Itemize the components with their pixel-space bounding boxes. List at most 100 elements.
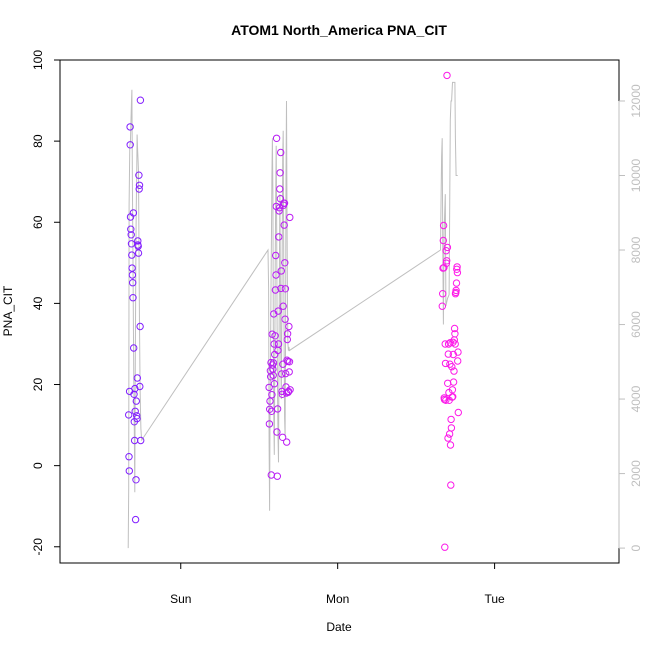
data-point xyxy=(441,359,450,368)
y-axis-label: PNA_CIT xyxy=(1,285,15,336)
data-point xyxy=(129,294,137,302)
data-point xyxy=(276,169,284,177)
data-point xyxy=(452,279,461,287)
data-point xyxy=(270,380,279,388)
data-point xyxy=(281,285,290,293)
data-point xyxy=(281,315,289,323)
data-point xyxy=(446,441,455,449)
data-point xyxy=(442,247,450,255)
secondary-y-tick-label: 6000 xyxy=(629,311,643,338)
data-point xyxy=(285,322,293,331)
data-point xyxy=(276,185,284,193)
data-point xyxy=(447,481,455,489)
data-point xyxy=(284,387,293,396)
y-tick-label: -20 xyxy=(31,538,45,556)
data-point xyxy=(281,259,289,267)
data-point xyxy=(442,396,450,404)
data-point xyxy=(439,236,447,245)
data-point xyxy=(126,141,134,149)
data-point xyxy=(283,438,291,446)
data-point xyxy=(129,279,137,287)
data-point xyxy=(272,271,280,279)
data-point xyxy=(272,134,281,143)
data-point xyxy=(441,340,449,348)
data-point xyxy=(134,237,142,245)
data-point xyxy=(269,371,277,379)
data-point xyxy=(440,395,449,404)
data-point xyxy=(286,213,294,222)
data-point xyxy=(127,225,135,233)
data-point xyxy=(285,358,294,366)
data-point xyxy=(448,363,456,371)
data-point xyxy=(282,369,290,378)
data-point xyxy=(273,428,281,436)
data-point xyxy=(449,393,457,401)
data-point xyxy=(454,408,462,417)
data-point xyxy=(278,433,287,441)
data-point xyxy=(135,181,144,190)
x-axis-label: Date xyxy=(326,620,352,634)
data-point xyxy=(128,251,136,259)
data-point xyxy=(132,397,141,405)
data-point xyxy=(283,335,291,344)
data-point xyxy=(136,96,145,104)
data-point xyxy=(438,302,446,310)
data-point xyxy=(133,412,141,420)
data-point xyxy=(131,384,139,393)
data-point xyxy=(135,171,143,179)
y-tick-label: 0 xyxy=(31,462,45,469)
data-point xyxy=(280,199,289,207)
data-point xyxy=(444,379,452,387)
data-point xyxy=(449,378,458,386)
data-point xyxy=(454,357,462,365)
data-point xyxy=(270,340,278,348)
plot-frame xyxy=(59,59,620,564)
data-point xyxy=(133,374,142,382)
data-point xyxy=(443,71,451,80)
data-point xyxy=(125,411,133,419)
data-point xyxy=(274,307,282,315)
data-point xyxy=(448,386,457,394)
data-point xyxy=(444,350,452,358)
secondary-y-tick-label: 2000 xyxy=(629,460,643,487)
data-point xyxy=(128,271,137,279)
x-tick-label: Mon xyxy=(326,592,349,606)
point-series xyxy=(125,71,462,551)
data-point xyxy=(125,467,134,475)
data-point xyxy=(450,324,459,333)
data-point xyxy=(273,472,281,480)
x-tick-label: Sun xyxy=(170,592,191,606)
data-point xyxy=(275,204,284,212)
y-tick-label: 100 xyxy=(31,50,45,70)
data-point xyxy=(452,286,460,295)
data-point xyxy=(131,407,139,415)
data-point xyxy=(439,221,448,230)
data-point xyxy=(131,515,140,524)
data-point xyxy=(279,302,287,310)
secondary-y-tick-label: 12000 xyxy=(629,84,643,118)
data-point xyxy=(272,251,280,260)
data-point xyxy=(278,370,286,378)
data-point xyxy=(268,391,276,399)
y-tick-label: 20 xyxy=(31,378,45,392)
data-point xyxy=(126,123,134,131)
data-point xyxy=(275,207,283,215)
data-point xyxy=(273,405,282,413)
data-point xyxy=(450,367,458,375)
data-point xyxy=(136,322,144,331)
data-point xyxy=(132,476,140,484)
y-tick-label: 40 xyxy=(31,296,45,310)
data-point xyxy=(447,415,455,424)
y-axis: -20 0 20 40 60 80 100 xyxy=(31,50,60,556)
data-point xyxy=(443,257,451,265)
secondary-y-tick-label: 4000 xyxy=(629,385,643,412)
data-point xyxy=(275,233,283,241)
data-point xyxy=(128,264,136,272)
data-point xyxy=(280,221,288,229)
data-point xyxy=(277,148,285,157)
data-point xyxy=(129,209,138,217)
data-point xyxy=(136,382,144,391)
data-point xyxy=(453,265,461,273)
data-point xyxy=(137,436,145,445)
